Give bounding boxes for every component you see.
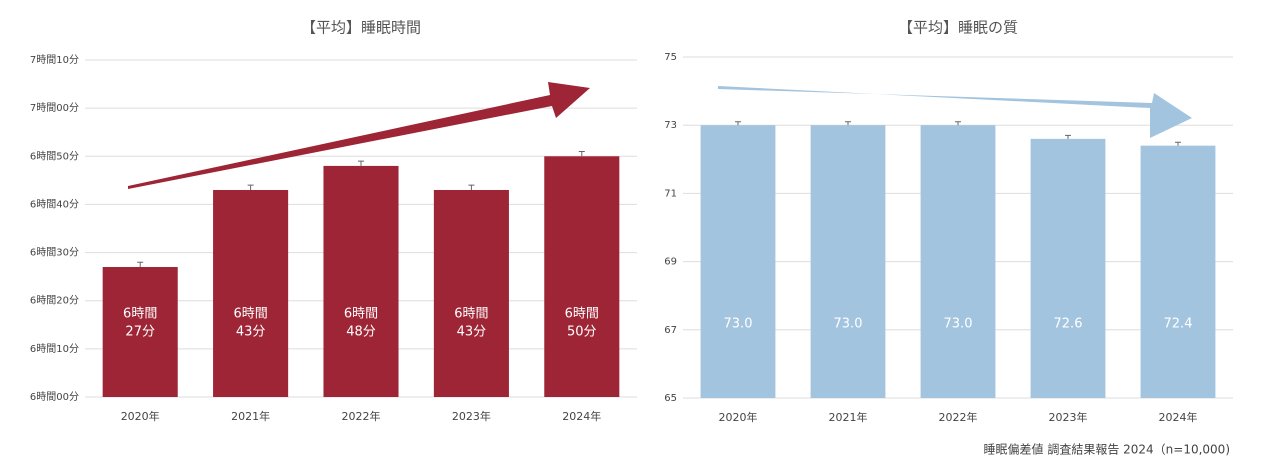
bar [1140, 145, 1216, 398]
y-tick-label: 75 [664, 52, 677, 63]
chart: 【平均】睡眠時間 6時間00分 6時間10分 6時間20分 6時間30分 6時間40分 6時… [30, 19, 637, 423]
y-tick-label: 6時間20分 [30, 295, 79, 307]
value-label: 73.0 [724, 317, 753, 332]
error-bar [358, 160, 364, 166]
error-bar [247, 184, 254, 190]
x-tick-label: 2020年 [719, 410, 758, 424]
value-label: 50分 [567, 325, 597, 340]
value-label: 73.0 [834, 317, 863, 332]
y-tick-label: 69 [664, 257, 677, 268]
value-label: 43分 [457, 325, 487, 340]
value-label: 43分 [236, 325, 266, 340]
y-tick-label: 6時間40分 [30, 198, 79, 210]
error-bar [735, 121, 741, 126]
error-bar [137, 261, 144, 268]
x-tick-label: 2020年 [121, 409, 160, 423]
error-bar [578, 150, 585, 157]
y-tick-label: 6時間10分 [30, 343, 79, 355]
value-label: 6時間 [454, 307, 488, 322]
x-tick-label: 2023年 [1049, 410, 1088, 424]
bar [544, 156, 620, 397]
error-bar [1175, 141, 1181, 146]
y-tick-label: 71 [664, 188, 677, 199]
error-bar [955, 121, 961, 126]
trend-arrow-up [128, 82, 590, 189]
error-bar [845, 121, 851, 126]
y-tick-label: 6時間30分 [30, 247, 79, 259]
y-tick-label: 65 [664, 393, 677, 404]
bar [323, 165, 399, 397]
x-tick-label: 2021年 [231, 409, 270, 423]
y-tick-label: 6時間00分 [30, 391, 79, 403]
value-label: 6時間 [565, 307, 599, 322]
value-label: 6時間 [233, 307, 267, 322]
value-label: 72.4 [1164, 317, 1193, 332]
error-bar [468, 184, 475, 190]
y-tick-label: 7時間10分 [30, 54, 79, 66]
error-bar [1065, 134, 1071, 139]
value-label: 6時間 [123, 307, 157, 322]
bar [213, 189, 289, 397]
bar [920, 125, 996, 398]
bar [102, 267, 178, 397]
chart-title: 【平均】睡眠の質 [898, 19, 1018, 37]
y-tick-label: 67 [664, 325, 677, 336]
bar [1030, 138, 1106, 398]
bar [433, 189, 509, 397]
x-tick-label: 2024年 [562, 409, 601, 423]
x-tick-label: 2022年 [939, 410, 978, 424]
y-tick-label: 7時間00分 [30, 102, 79, 114]
bar [810, 125, 886, 398]
value-label: 48分 [346, 325, 376, 340]
value-label: 72.6 [1054, 317, 1083, 332]
x-tick-label: 2024年 [1159, 410, 1198, 424]
value-label: 73.0 [944, 317, 973, 332]
y-tick-label: 73 [664, 120, 677, 131]
x-tick-label: 2023年 [452, 409, 491, 423]
x-tick-label: 2022年 [342, 409, 381, 423]
value-label: 6時間 [344, 307, 378, 322]
chart-title: 【平均】睡眠時間 [301, 19, 421, 37]
x-tick-label: 2021年 [829, 410, 868, 424]
source-note: 睡眠偏差値 調査結果報告 2024（n=10,000) [984, 442, 1231, 457]
value-label: 27分 [125, 325, 155, 340]
bar [700, 125, 776, 398]
y-tick-label: 6時間50分 [30, 150, 79, 162]
chart: 【平均】睡眠の質 65 67 69 71 73 75 2020年 73.0 2021年 73.0 20… [664, 19, 1233, 424]
